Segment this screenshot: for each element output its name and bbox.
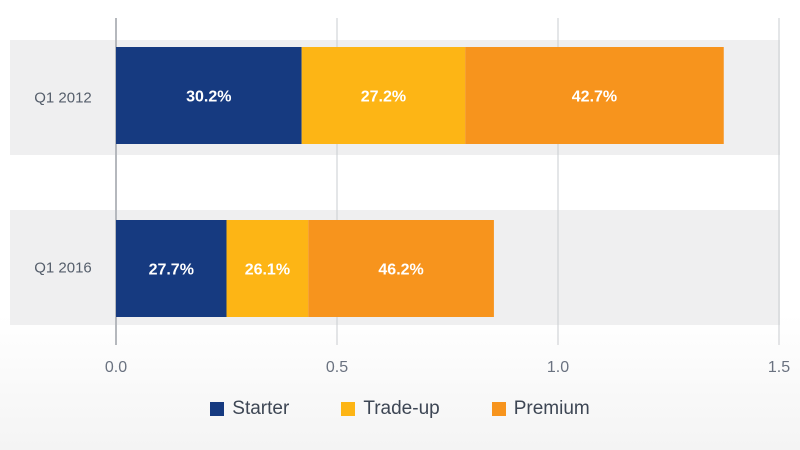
legend: Starter Trade-up Premium <box>0 394 800 424</box>
x-tick-label: 0.0 <box>105 359 127 376</box>
chart-plot-area: 30.2% 27.2% 42.7%27.7% 26.1% 46.2% Q1 2012Q1… <box>10 18 790 376</box>
category-labels: Q1 2012 Q1 2016 <box>34 90 92 277</box>
bar-segment <box>226 220 309 317</box>
data-label: 27.7% <box>149 262 194 279</box>
data-label: 46.2% <box>378 262 423 279</box>
x-tick-labels: 0.0 0.5 1.0 1.5 <box>105 359 790 376</box>
category-label: Q1 2016 <box>34 260 92 277</box>
bar-segment <box>301 47 466 144</box>
x-tick-label: 1.0 <box>547 359 569 376</box>
bar-segment <box>308 220 494 317</box>
legend-swatch <box>341 402 356 416</box>
bar-segment <box>116 220 227 317</box>
x-tick-label: 1.5 <box>768 359 790 376</box>
data-label: 30.2% <box>186 89 231 106</box>
segment-labels: 30.2% 27.2% 42.7% 27.7% 26.1% 46.2% <box>149 89 618 279</box>
bar-segment <box>465 47 724 144</box>
legend-item: Starter <box>210 398 289 420</box>
bar-segment <box>116 47 302 144</box>
legend-item: Premium <box>491 398 590 420</box>
x-tick-label: 0.5 <box>326 359 348 376</box>
data-label: 26.1% <box>245 262 290 279</box>
legend-item: Trade-up <box>341 398 440 420</box>
data-label: 42.7% <box>572 89 617 106</box>
legend-label: Trade-up <box>363 398 440 419</box>
legend-label: Starter <box>232 398 290 419</box>
legend-label: Premium <box>513 398 590 419</box>
bars <box>116 47 724 317</box>
legend-swatch <box>491 402 506 416</box>
category-label: Q1 2012 <box>34 90 92 107</box>
legend-swatch <box>210 402 225 416</box>
data-label: 27.2% <box>361 89 406 106</box>
